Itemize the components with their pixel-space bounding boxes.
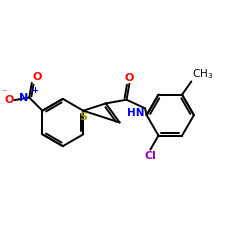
Text: +: +	[31, 86, 38, 94]
Text: ⁻: ⁻	[2, 88, 7, 99]
Text: S: S	[79, 112, 87, 122]
Text: O: O	[125, 72, 134, 83]
Text: CH$_3$: CH$_3$	[192, 67, 214, 81]
Text: N: N	[19, 92, 28, 102]
Text: O: O	[4, 95, 14, 105]
Text: Cl: Cl	[144, 151, 156, 161]
Text: HN: HN	[126, 108, 144, 118]
Text: O: O	[32, 72, 42, 82]
